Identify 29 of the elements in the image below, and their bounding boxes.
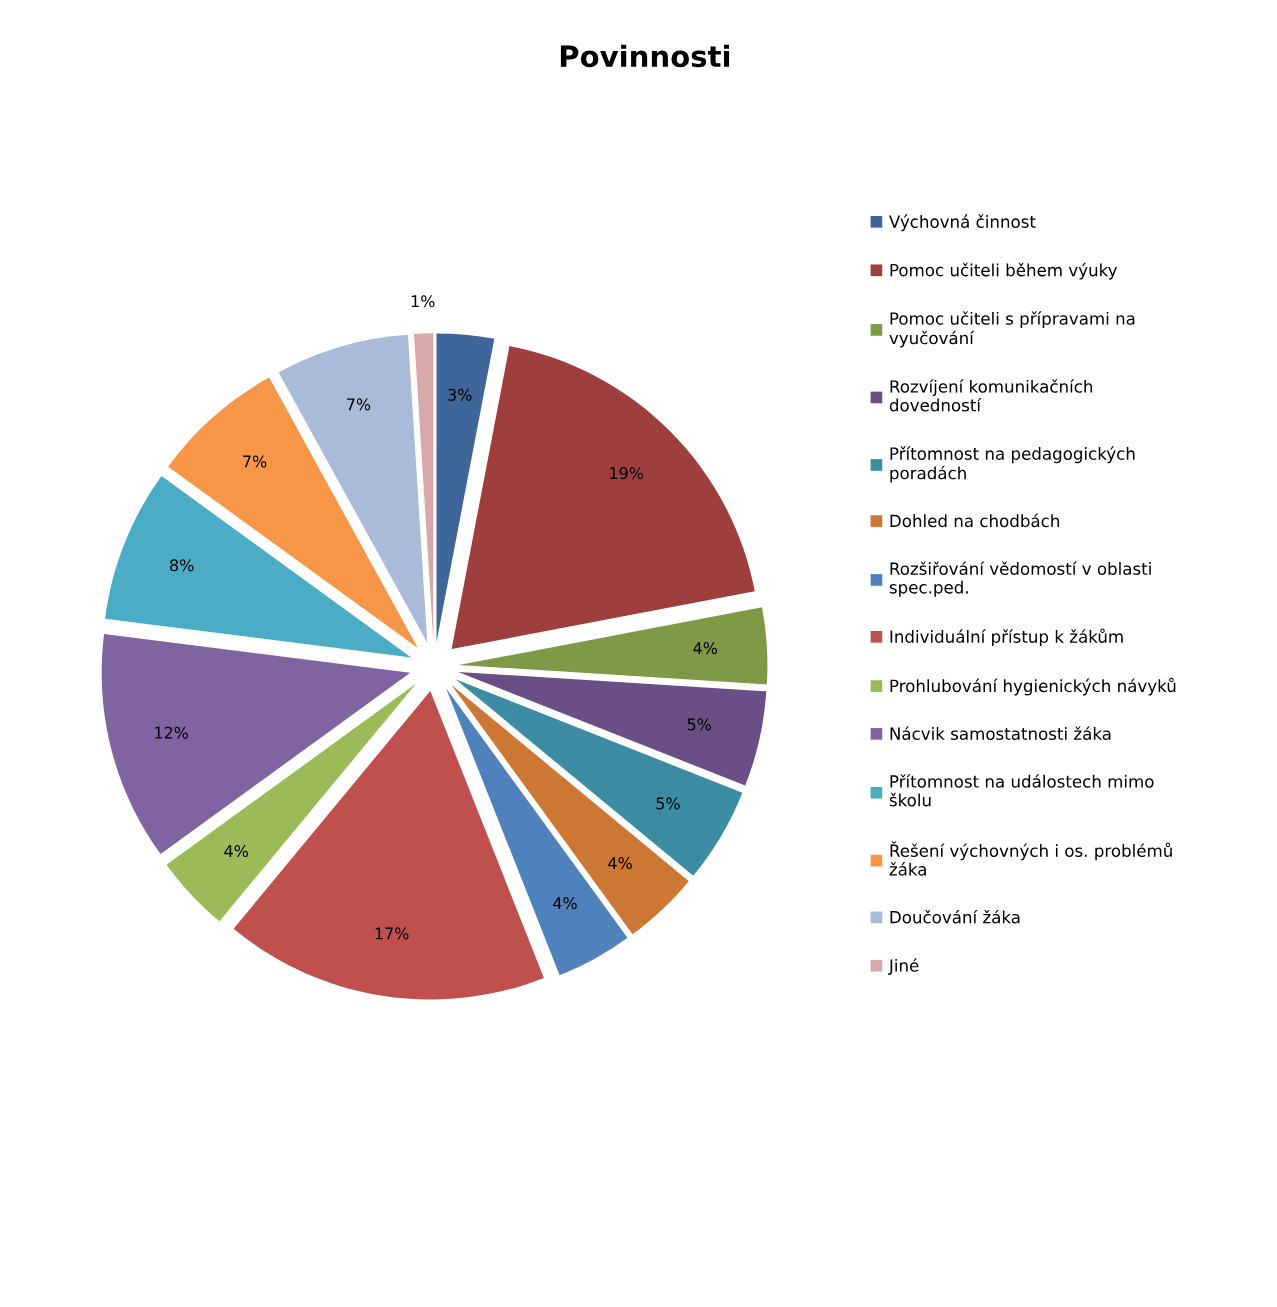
legend-label: Individuální přístup k žákům: [890, 628, 1123, 647]
data-label: 4%: [608, 857, 632, 870]
legend-label: Výchovná činnost: [889, 214, 1036, 232]
legend-label: Pomoc učiteli během výuky: [890, 262, 1118, 280]
legend-label: Nácvik samostatnosti žáka: [890, 726, 1111, 740]
data-label: 4%: [553, 897, 577, 910]
data-label: 4%: [693, 642, 718, 655]
legend-label: Jiné: [888, 958, 919, 975]
data-label: 5%: [687, 718, 711, 731]
data-label: 8%: [170, 559, 194, 572]
data-label: 7%: [243, 455, 267, 468]
legend-label: Přítomnost na pedagogických poradách: [890, 446, 1135, 483]
data-label: 3%: [448, 388, 472, 401]
legend-label: Doučování žáka: [890, 909, 1020, 924]
data-label: 5%: [656, 797, 680, 810]
legend-label: Prohlubování hygienických návyků: [890, 677, 1176, 696]
legend-label: Rozvíjení komunikačních dovedností: [889, 379, 1093, 412]
data-label: 4%: [224, 845, 248, 858]
legend-label: Rozšiřování vědomostí v oblasti spec.ped.: [889, 561, 1151, 597]
data-label: 19%: [610, 467, 644, 480]
chart-title: Povinnosti: [560, 44, 730, 68]
data-label: 17%: [375, 927, 409, 940]
data-label: 1%: [411, 295, 435, 308]
data-label: 12%: [155, 726, 189, 739]
legend-label: Dohled na chodbách: [890, 513, 1059, 528]
data-label: 7%: [347, 398, 371, 411]
legend-label: Přítomnost na událostech mimo školu: [889, 774, 1154, 807]
legend-label: Pomoc učiteli s přípravami na vyučování: [889, 311, 1135, 348]
legend-label: Řešení výchovných i os. problémů žáka: [889, 841, 1172, 876]
